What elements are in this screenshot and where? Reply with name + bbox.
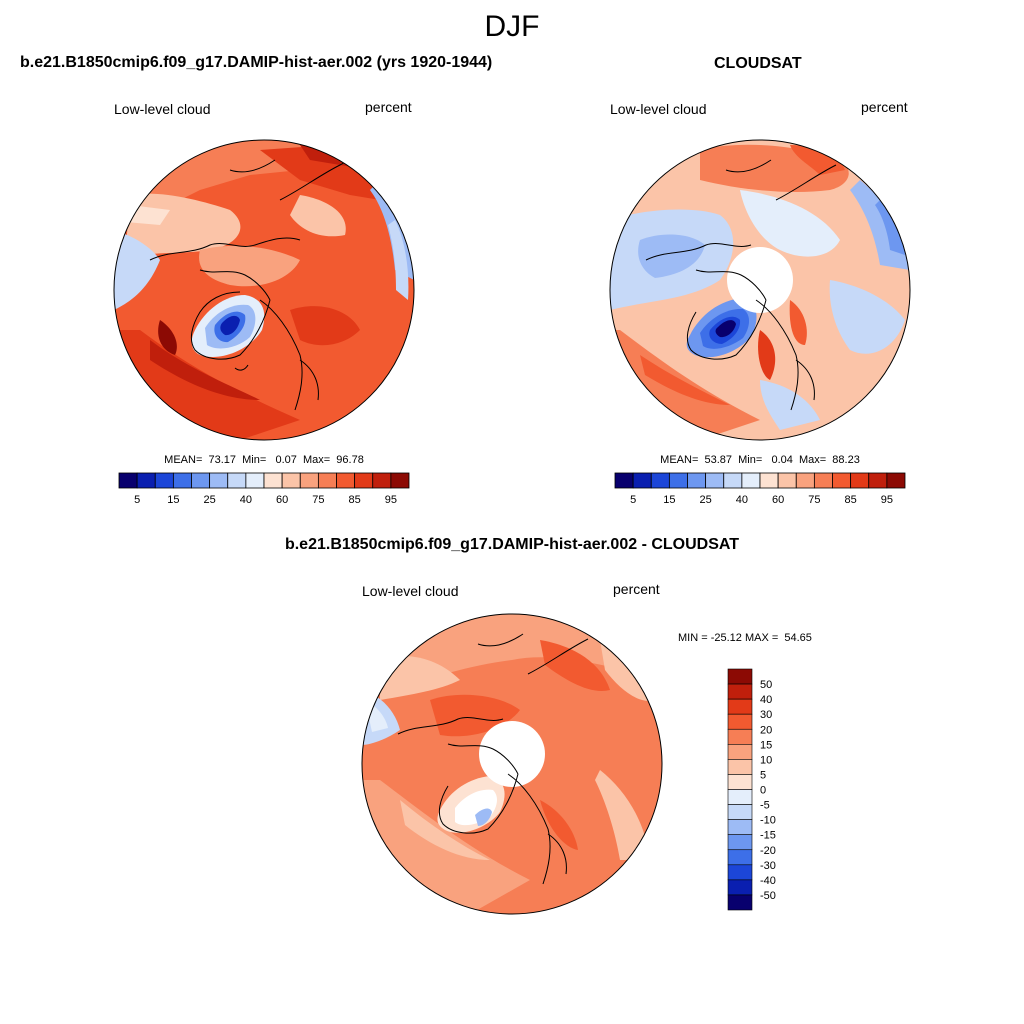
cloudsat-colorbar-box bbox=[614, 472, 634, 489]
difference-colorbar-box bbox=[727, 879, 753, 896]
difference-colorbar-tick-label: 40 bbox=[760, 694, 772, 706]
diff-panel-units-label: percent bbox=[613, 581, 660, 597]
difference-colorbar-box bbox=[727, 744, 753, 760]
cloudsat-colorbar-box bbox=[741, 472, 761, 489]
difference-colorbar-box bbox=[727, 668, 753, 685]
cloudsat-colorbar-box bbox=[650, 472, 670, 489]
model-colorbar-tick-label: 40 bbox=[240, 494, 252, 506]
cloudsat-colorbar-tick-label: 5 bbox=[630, 494, 636, 506]
difference-colorbar-box bbox=[727, 774, 753, 790]
model-colorbar-tick-label: 75 bbox=[312, 494, 324, 506]
cloudsat-panel-title: CLOUDSAT bbox=[714, 55, 802, 72]
cloudsat-colorbar-box bbox=[705, 472, 725, 489]
season-title: DJF bbox=[484, 10, 540, 43]
cloudsat-panel-stats: MEAN= 53.87 Min= 0.04 Max= 88.23 bbox=[660, 454, 860, 466]
difference-colorbar-tick-label: 0 bbox=[760, 785, 766, 797]
model-panel-variable-label: Low-level cloud bbox=[114, 101, 211, 117]
model-colorbar-box bbox=[317, 472, 337, 489]
cloudsat-colorbar-box bbox=[723, 472, 743, 489]
difference-polar-map bbox=[361, 613, 663, 915]
diff-panel-title: b.e21.B1850cmip6.f09_g17.DAMIP-hist-aer.… bbox=[284, 536, 740, 553]
cloudsat-colorbar-box bbox=[668, 472, 688, 489]
difference-colorbar-tick-label: 15 bbox=[760, 739, 772, 751]
difference-colorbar-tick-label: 10 bbox=[760, 754, 772, 766]
cloudsat-panel-units-label: percent bbox=[861, 99, 908, 115]
difference-colorbar-box bbox=[727, 683, 753, 700]
model-colorbar-box bbox=[136, 472, 156, 489]
difference-colorbar-box bbox=[727, 804, 753, 820]
cloudsat-colorbar-box bbox=[868, 472, 888, 489]
model-colorbar-box bbox=[191, 472, 211, 489]
model-colorbar-tick-label: 25 bbox=[204, 494, 216, 506]
difference-colorbar-box bbox=[727, 894, 753, 911]
model-colorbar-box bbox=[172, 472, 192, 489]
cloudsat-colorbar-tick-label: 60 bbox=[772, 494, 784, 506]
cloudsat-colorbar-box bbox=[777, 472, 797, 489]
cloudsat-colorbar-tick-label: 75 bbox=[808, 494, 820, 506]
cloudsat-colorbar-box bbox=[832, 472, 852, 489]
cloudsat-colorbar: 5 15 25 40 60 75 85 95 bbox=[614, 472, 906, 506]
model-colorbar-box bbox=[245, 472, 265, 489]
cloudsat-colorbar-tick-label: 95 bbox=[881, 494, 893, 506]
model-colorbar-box bbox=[299, 472, 319, 489]
difference-colorbar-tick-label: -40 bbox=[760, 875, 776, 887]
difference-colorbar-box bbox=[727, 789, 753, 805]
cloudsat-colorbar-tick-label: 85 bbox=[845, 494, 857, 506]
model-polar-map bbox=[113, 139, 415, 441]
difference-colorbar-box bbox=[727, 759, 753, 775]
cloudsat-polar-map bbox=[609, 139, 911, 441]
model-colorbar-tick-label: 5 bbox=[134, 494, 140, 506]
cloudsat-colorbar-box bbox=[886, 472, 906, 489]
model-colorbar-tick-label: 85 bbox=[349, 494, 361, 506]
difference-colorbar-box bbox=[727, 849, 753, 866]
model-colorbar: 5 15 25 40 60 75 85 95 bbox=[118, 472, 410, 506]
cloudsat-colorbar-box bbox=[795, 472, 815, 489]
difference-colorbar-tick-label: -10 bbox=[760, 815, 776, 827]
model-colorbar-box bbox=[281, 472, 301, 489]
model-colorbar-tick-label: 95 bbox=[385, 494, 397, 506]
cloudsat-colorbar-tick-label: 15 bbox=[663, 494, 675, 506]
difference-colorbar-tick-label: 5 bbox=[760, 769, 766, 781]
cloudsat-colorbar-tick-label: 40 bbox=[736, 494, 748, 506]
difference-colorbar-tick-label: 20 bbox=[760, 724, 772, 736]
model-colorbar-box bbox=[336, 472, 356, 489]
cloudsat-colorbar-box bbox=[687, 472, 707, 489]
model-colorbar-box bbox=[118, 472, 138, 489]
difference-colorbar-box bbox=[727, 713, 753, 730]
cloudsat-panel-variable-label: Low-level cloud bbox=[610, 101, 707, 117]
difference-colorbar-box bbox=[727, 728, 753, 745]
difference-colorbar-tick-label: -20 bbox=[760, 845, 776, 857]
cloudsat-colorbar-box bbox=[813, 472, 833, 489]
difference-colorbar-box bbox=[727, 864, 753, 881]
model-colorbar-box bbox=[372, 472, 392, 489]
diff-panel-variable-label: Low-level cloud bbox=[362, 583, 459, 599]
difference-colorbar-tick-label: 30 bbox=[760, 709, 772, 721]
difference-colorbar-tick-label: -5 bbox=[760, 800, 770, 812]
model-panel-stats: MEAN= 73.17 Min= 0.07 Max= 96.78 bbox=[164, 454, 364, 466]
model-panel-units-label: percent bbox=[365, 99, 412, 115]
cloudsat-colorbar-box bbox=[759, 472, 779, 489]
cloudsat-colorbar-box bbox=[632, 472, 652, 489]
difference-panel-stats: MIN = -25.12 MAX = 54.65 bbox=[678, 632, 812, 644]
model-colorbar-box bbox=[154, 472, 174, 489]
model-panel-title: b.e21.B1850cmip6.f09_g17.DAMIP-hist-aer.… bbox=[20, 54, 493, 71]
cloudsat-colorbar-box bbox=[850, 472, 870, 489]
difference-colorbar-box bbox=[727, 819, 753, 835]
difference-colorbar-tick-label: 50 bbox=[760, 679, 772, 691]
difference-colorbar-box bbox=[727, 698, 753, 715]
difference-colorbar-box bbox=[727, 834, 753, 851]
difference-colorbar-tick-label: -30 bbox=[760, 860, 776, 872]
cloudsat-colorbar-tick-label: 25 bbox=[700, 494, 712, 506]
model-colorbar-tick-label: 60 bbox=[276, 494, 288, 506]
model-colorbar-box bbox=[390, 472, 410, 489]
model-colorbar-tick-label: 15 bbox=[167, 494, 179, 506]
model-colorbar-box bbox=[227, 472, 247, 489]
model-colorbar-box bbox=[209, 472, 229, 489]
difference-colorbar-tick-label: -50 bbox=[760, 890, 776, 902]
model-colorbar-box bbox=[263, 472, 283, 489]
model-colorbar-box bbox=[354, 472, 374, 489]
difference-colorbar-tick-label: -15 bbox=[760, 830, 776, 842]
